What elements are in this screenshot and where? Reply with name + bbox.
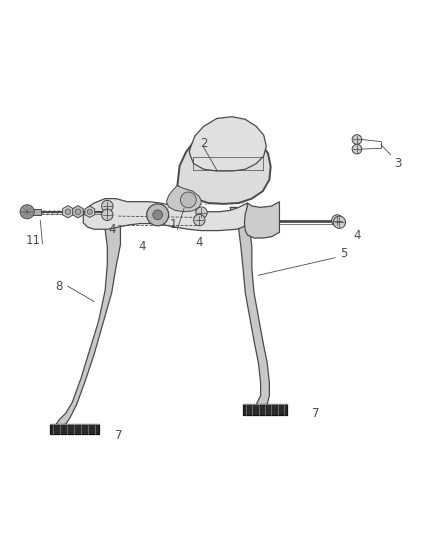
Text: 4: 4 (195, 236, 203, 249)
Polygon shape (230, 207, 269, 409)
Circle shape (87, 209, 92, 214)
Text: 4: 4 (108, 223, 116, 236)
Polygon shape (243, 405, 287, 415)
Circle shape (196, 207, 207, 219)
Text: 8: 8 (56, 280, 63, 293)
Polygon shape (63, 206, 73, 218)
Circle shape (332, 215, 343, 226)
Polygon shape (50, 424, 99, 434)
Polygon shape (73, 206, 83, 218)
Text: 11: 11 (25, 233, 40, 247)
Circle shape (75, 209, 81, 214)
Text: 5: 5 (340, 247, 347, 260)
Text: 2: 2 (200, 138, 208, 150)
Circle shape (180, 192, 196, 208)
Circle shape (20, 205, 34, 219)
Circle shape (153, 210, 162, 220)
Polygon shape (244, 201, 279, 238)
Polygon shape (177, 127, 271, 204)
Circle shape (194, 214, 205, 226)
Circle shape (352, 144, 362, 154)
Circle shape (147, 204, 169, 226)
Circle shape (65, 209, 71, 214)
Circle shape (102, 209, 113, 221)
Circle shape (333, 216, 346, 229)
Circle shape (102, 200, 113, 212)
Polygon shape (189, 117, 266, 171)
Text: 4: 4 (353, 229, 361, 243)
Text: 4: 4 (138, 240, 146, 253)
Polygon shape (55, 209, 120, 426)
Text: 7: 7 (114, 429, 122, 442)
Polygon shape (166, 185, 201, 212)
Text: 1: 1 (169, 219, 177, 231)
Circle shape (352, 135, 362, 144)
Polygon shape (83, 199, 247, 231)
Text: 7: 7 (311, 407, 319, 419)
Polygon shape (26, 209, 41, 215)
Polygon shape (85, 206, 95, 217)
Text: 3: 3 (394, 157, 402, 170)
